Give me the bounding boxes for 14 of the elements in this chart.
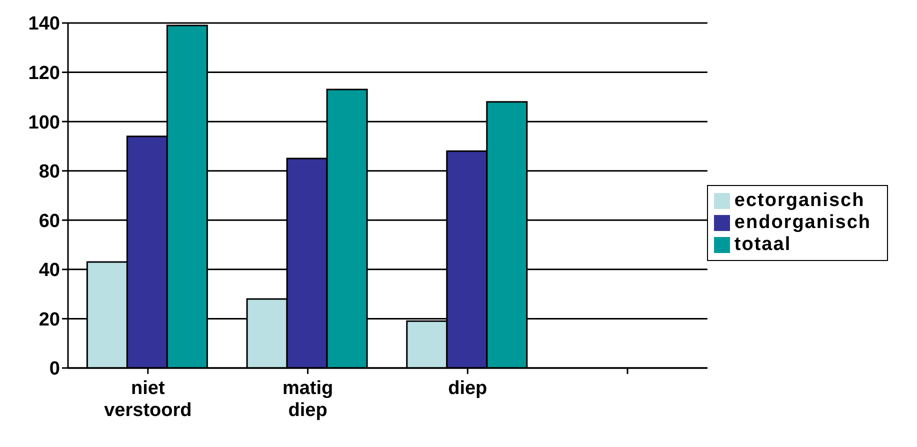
legend-label: endorganisch — [734, 212, 871, 233]
legend-label: ectorganisch — [734, 190, 865, 211]
x-tick-label: niet verstoord — [104, 378, 192, 421]
y-tick-label: 0 — [49, 358, 60, 380]
y-tick-label: 140 — [28, 14, 60, 35]
y-tick-label: 100 — [28, 112, 60, 134]
legend-label: totaal — [734, 234, 792, 255]
y-tick-label: 40 — [38, 260, 60, 282]
x-tick-label: diep — [448, 378, 488, 399]
y-tick-label: 20 — [38, 309, 60, 330]
y-tick-label: 120 — [28, 63, 60, 84]
y-tick-label: 60 — [38, 210, 60, 232]
x-tick-label: matig diep — [282, 378, 334, 421]
y-tick-label: 80 — [38, 162, 60, 183]
